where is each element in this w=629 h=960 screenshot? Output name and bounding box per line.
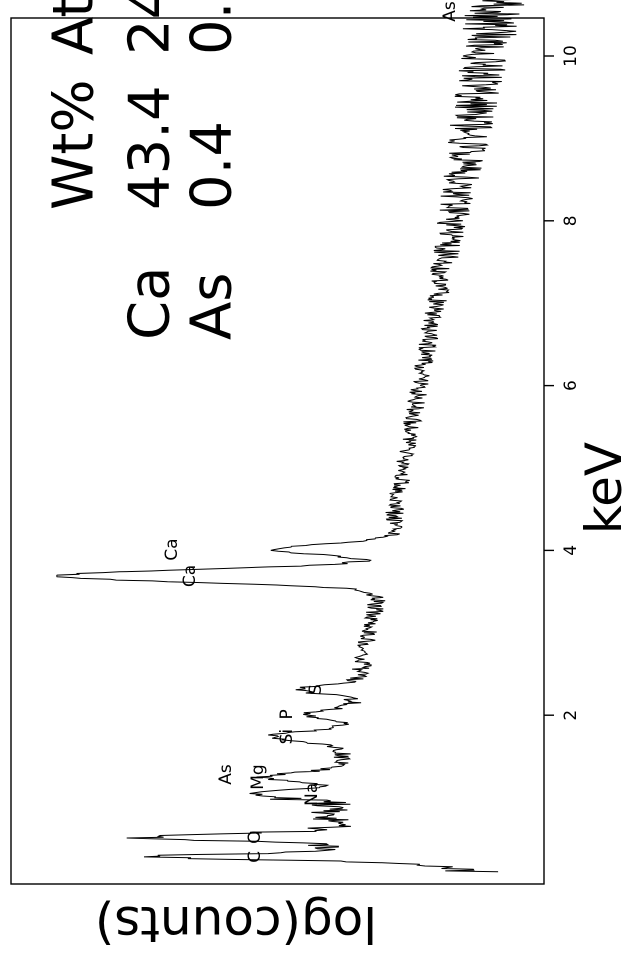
x-axis-title: keV	[575, 442, 629, 534]
table-cell: As	[180, 273, 245, 340]
peak-label: As	[440, 1, 460, 22]
composition-table: Wt% At% Ca 43.4 24.0 As 0.4 0.1	[42, 0, 245, 340]
table-cell: 0.1	[180, 0, 245, 55]
table-cell: 0.4	[180, 121, 245, 210]
table-header-cell: At%	[42, 0, 107, 55]
y-axis-title: log(counts)	[95, 895, 377, 953]
peak-label: Mg	[248, 764, 268, 789]
spectrum-trace	[56, 0, 525, 873]
peak-label: C	[245, 851, 265, 863]
x-tick-label: 10	[561, 45, 581, 67]
peak-label: Na	[302, 783, 322, 806]
x-axis-ticks: 2 4 6 8 10	[544, 45, 581, 721]
peak-label: S	[306, 684, 326, 695]
peak-label: Ca	[180, 565, 200, 587]
peak-label: O	[245, 830, 265, 843]
peak-label: P	[277, 709, 297, 719]
table-header-cell: Wt%	[42, 79, 107, 210]
peak-label: Ca	[162, 538, 182, 560]
table-cell: Ca	[118, 267, 183, 340]
peak-labels: CO Na Mg As Si P S Ca Ca As	[162, 1, 460, 863]
x-tick-label: 4	[561, 545, 581, 556]
peak-label: As	[216, 764, 236, 785]
x-tick-label: 6	[561, 380, 581, 391]
table-cell: 24.0	[118, 0, 183, 55]
table-cell: 43.4	[118, 85, 183, 210]
x-tick-label: 2	[561, 710, 581, 721]
x-tick-label: 8	[561, 215, 581, 226]
peak-label: Si	[277, 729, 297, 745]
plot-frame	[10, 17, 545, 885]
